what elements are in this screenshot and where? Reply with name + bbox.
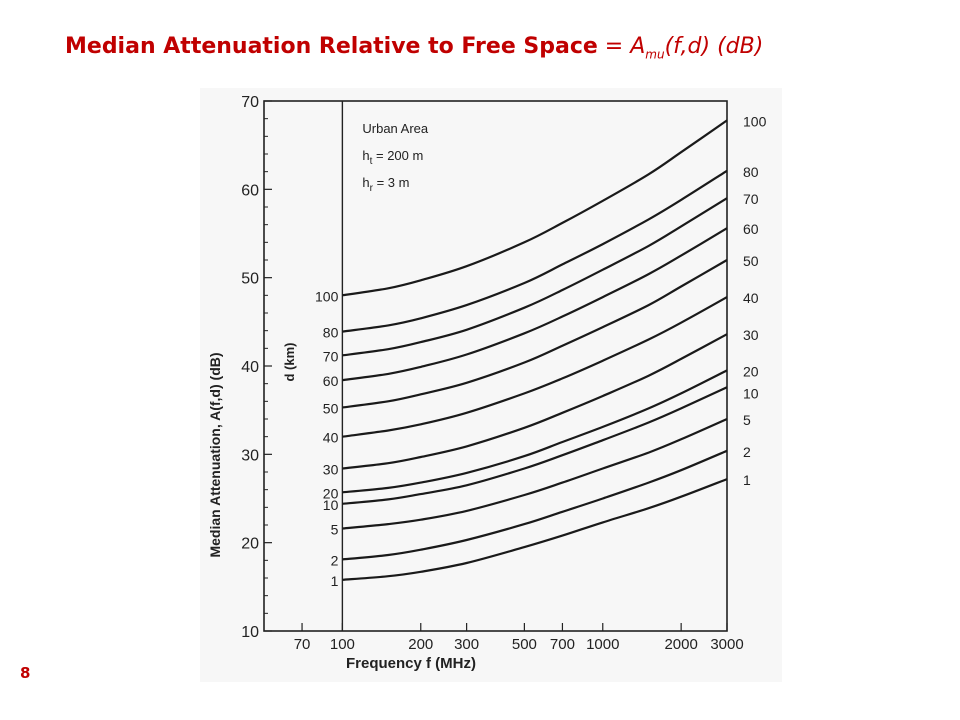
y-tick-label: 10 <box>241 624 259 641</box>
x-tick-label: 70 <box>294 636 311 653</box>
right-curve-labels: 100 80 70 60 50 40 30 20 10 5 2 1 <box>743 113 767 488</box>
y-tick-label: 60 <box>241 182 259 199</box>
left-curve-label: 30 <box>323 461 339 477</box>
series-line-d20km <box>342 369 728 494</box>
y-tick-label: 70 <box>241 94 259 111</box>
slide-title-subscript: mu <box>645 47 665 62</box>
y-tick-label: 50 <box>241 271 259 288</box>
left-curve-label: 2 <box>331 552 339 568</box>
right-curve-label: 30 <box>743 327 759 343</box>
x-tick-label: 500 <box>512 636 537 653</box>
right-curve-label: 40 <box>743 290 759 306</box>
x-tick-label: 3000 <box>710 636 743 653</box>
right-curve-label: 80 <box>743 164 759 180</box>
right-curve-label: 5 <box>743 412 751 428</box>
right-curve-label: 10 <box>743 385 759 401</box>
y-axis-ticks: 10 20 30 40 50 60 70 <box>241 94 272 641</box>
x-axis-ticks: 70 100 200 300 500 700 1000 2000 3000 <box>294 623 744 653</box>
left-curve-label: 1 <box>331 573 339 589</box>
annotation-hr: hr = 3 m <box>362 175 409 194</box>
left-curve-label: 100 <box>315 288 339 304</box>
chart-series <box>342 119 728 581</box>
y-axis-label: Median Attenuation, A(f,d) (dB) <box>207 352 223 557</box>
series-line-d2km <box>342 449 728 561</box>
y-tick-label: 40 <box>241 359 259 376</box>
slide-title: Median Attenuation Relative to Free Spac… <box>65 34 763 61</box>
series-line-d40km <box>342 296 728 438</box>
right-curve-label: 20 <box>743 363 759 379</box>
right-curve-label: 1 <box>743 472 751 488</box>
chart-annotations: Urban Area ht = 200 m hr = 3 m d (km) <box>282 121 429 382</box>
x-tick-label: 300 <box>454 636 479 653</box>
slide-title-main: Median Attenuation Relative to Free Spac… <box>65 34 598 59</box>
right-curve-label: 60 <box>743 221 759 237</box>
right-curve-label: 2 <box>743 444 751 460</box>
slide-title-args: (f,d) (dB) <box>664 34 764 59</box>
series-line-d70km <box>342 197 728 357</box>
annotation-urban-area: Urban Area <box>362 121 429 136</box>
series-line-d80km <box>342 169 728 333</box>
left-curve-label: 20 <box>323 485 339 501</box>
right-curve-label: 100 <box>743 113 767 129</box>
left-curve-label: 60 <box>323 373 339 389</box>
left-curve-label: 80 <box>323 325 339 341</box>
x-axis-label: Frequency f (MHz) <box>346 655 476 672</box>
left-curve-label: 5 <box>331 522 339 538</box>
curve-axis-label: d (km) <box>282 343 297 382</box>
left-curve-label: 10 <box>323 497 339 513</box>
series-line-d5km <box>342 417 728 530</box>
left-curve-label: 40 <box>323 430 339 446</box>
right-curve-label: 70 <box>743 191 759 207</box>
series-line-d50km <box>342 259 728 409</box>
series-line-d100km <box>342 119 728 297</box>
x-tick-label: 2000 <box>664 636 697 653</box>
right-curve-label: 50 <box>743 253 759 269</box>
y-tick-label: 20 <box>241 536 259 553</box>
x-tick-label: 700 <box>550 636 575 653</box>
slide-title-equals: = <box>597 34 631 59</box>
x-tick-label: 200 <box>408 636 433 653</box>
x-tick-label: 100 <box>330 636 355 653</box>
annotation-ht: ht = 200 m <box>362 148 423 167</box>
page-number: 8 <box>20 664 31 682</box>
series-line-d30km <box>342 333 728 470</box>
series-line-d10km <box>342 386 728 505</box>
chart-image: 10 20 30 40 50 60 70 70 100 200 300 500 700 1000 2000… <box>200 88 782 682</box>
y-tick-label: 30 <box>241 447 259 464</box>
series-line-d1km <box>342 478 728 581</box>
left-curve-label: 50 <box>323 401 339 417</box>
left-curve-label: 70 <box>323 348 339 364</box>
slide-title-function: Amu(f,d) (dB) <box>630 34 764 62</box>
series-line-d60km <box>342 227 728 382</box>
slide-title-fn-name: A <box>630 34 646 59</box>
x-tick-label: 1000 <box>586 636 619 653</box>
